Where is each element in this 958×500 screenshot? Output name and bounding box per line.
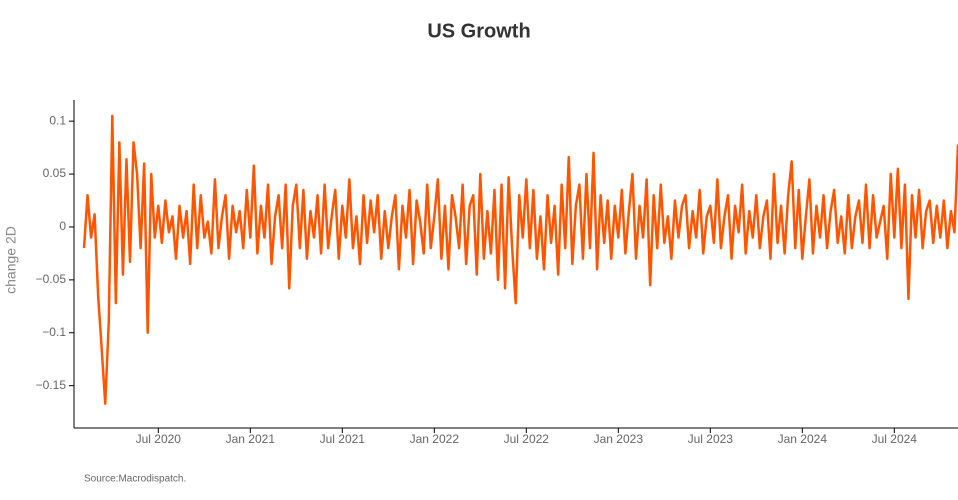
y-tick-label: −0.1 bbox=[42, 325, 66, 339]
x-tick-label: Jan 2021 bbox=[226, 432, 276, 446]
x-tick-label: Jul 2022 bbox=[504, 432, 550, 446]
x-tick-label: Jul 2020 bbox=[136, 432, 182, 446]
data-line bbox=[82, 114, 958, 405]
y-tick-label: −0.05 bbox=[36, 272, 67, 286]
y-axis-label: change 2D bbox=[3, 226, 19, 294]
x-tick-label: Jul 2024 bbox=[872, 432, 918, 446]
y-tick-label: 0.05 bbox=[43, 166, 67, 180]
x-tick-label: Jul 2021 bbox=[320, 432, 366, 446]
y-tick-label: 0.1 bbox=[49, 113, 66, 127]
x-tick-label: Jan 2023 bbox=[594, 432, 644, 446]
source-note: Source:Macrodispatch. bbox=[84, 474, 186, 485]
x-tick-label: Jan 2024 bbox=[778, 432, 828, 446]
y-tick-label: −0.15 bbox=[36, 378, 67, 392]
chart-title: US Growth bbox=[427, 20, 530, 42]
y-tick-label: 0 bbox=[59, 219, 66, 233]
x-tick-label: Jul 2023 bbox=[688, 432, 734, 446]
x-tick-label: Jan 2022 bbox=[410, 432, 460, 446]
